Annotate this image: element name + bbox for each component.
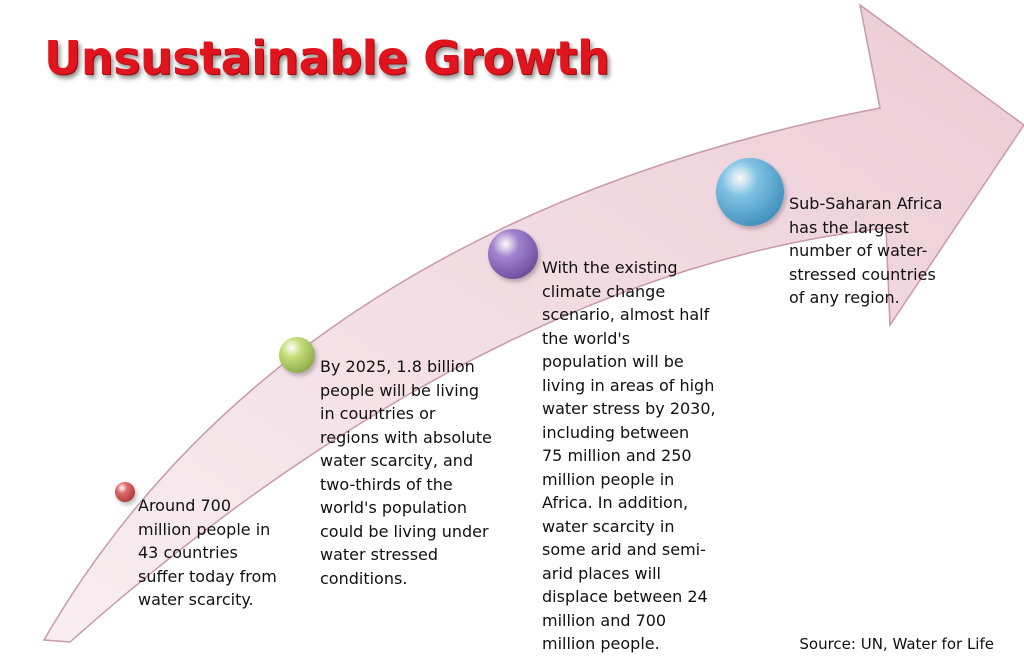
arrow-body (42, 3, 1024, 643)
step-3-marker (488, 229, 538, 279)
step-2-text: By 2025, 1.8 billion people will be livi… (320, 357, 492, 588)
step-2-marker (279, 337, 315, 373)
page-title: Unsustainable Growth (44, 31, 610, 85)
step-4-text: Sub-Saharan Africa has the largest numbe… (789, 194, 943, 307)
step-4-marker (716, 158, 784, 226)
step-1-text: Around 700 million people in 43 countrie… (138, 496, 277, 609)
step-1-marker (115, 482, 135, 502)
source-note: Source: UN, Water for Life (799, 635, 994, 653)
step-3-text: With the existing climate change scenari… (542, 258, 716, 653)
